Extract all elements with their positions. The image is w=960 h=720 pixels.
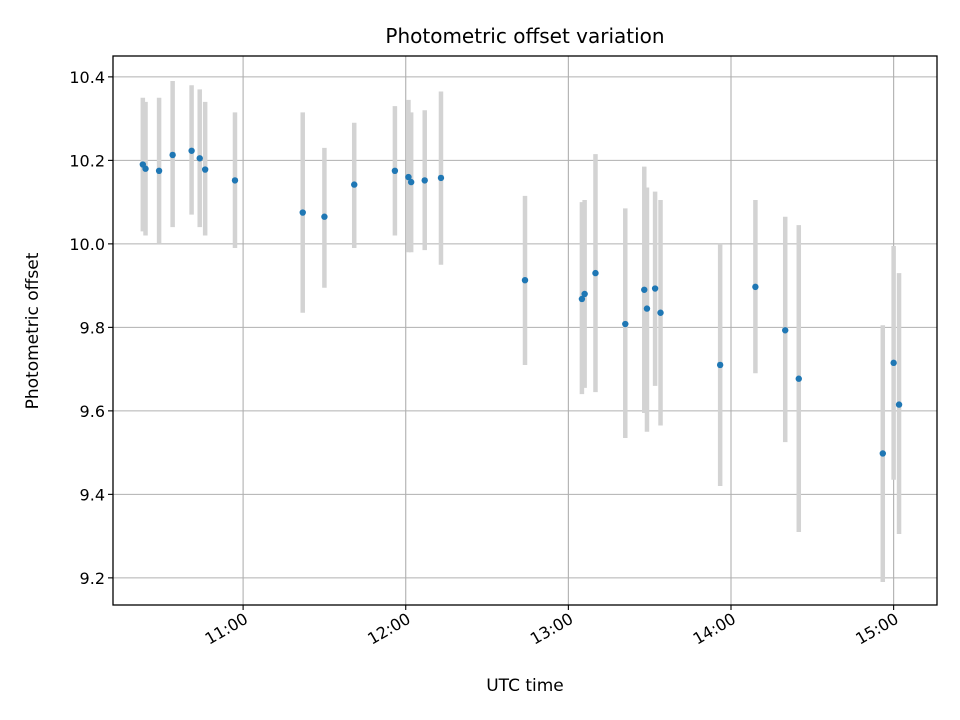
y-tick-label: 9.6 [80,402,105,421]
data-point [657,309,664,316]
data-point [651,285,659,292]
data-point [201,166,209,173]
data-point [421,177,428,184]
data-point [299,209,306,216]
data-point [581,290,588,298]
y-tick-label: 9.8 [80,318,105,337]
data-point [622,320,629,328]
y-axis-ticks: 9.2 9.4 9.6 9.8 10.0 10.2 10.4 [69,68,113,588]
data-point [643,305,651,312]
data-point [142,165,149,172]
data-point [405,173,412,181]
data-point [188,147,195,154]
data-point [155,167,163,175]
data-point [407,178,415,186]
data-point [578,295,586,303]
data-point [196,155,203,162]
marker-layer [139,147,903,457]
y-axis-label: Photometric offset [23,252,43,409]
data-point [890,359,897,367]
axes-frame [112,55,938,606]
data-point [231,177,239,184]
y-tick-label: 10.4 [69,68,105,87]
data-point [592,269,599,277]
y-tick-label: 9.4 [80,485,105,504]
data-point [895,401,903,408]
y-tick-label: 9.2 [80,569,105,588]
data-point [641,286,648,293]
data-point [716,361,724,369]
data-point [321,213,328,220]
chart-title: Photometric offset variation [385,24,664,48]
data-point [437,174,445,182]
data-point [752,283,759,291]
data-point [782,327,789,334]
data-point [391,167,399,175]
data-point [521,276,529,284]
y-tick-label: 10.2 [69,151,105,170]
data-point [879,450,886,457]
x-axis-label: UTC time [486,676,564,696]
y-tick-label: 10.0 [69,235,105,254]
data-point [795,375,802,382]
data-point [169,151,176,159]
data-point [351,181,358,188]
